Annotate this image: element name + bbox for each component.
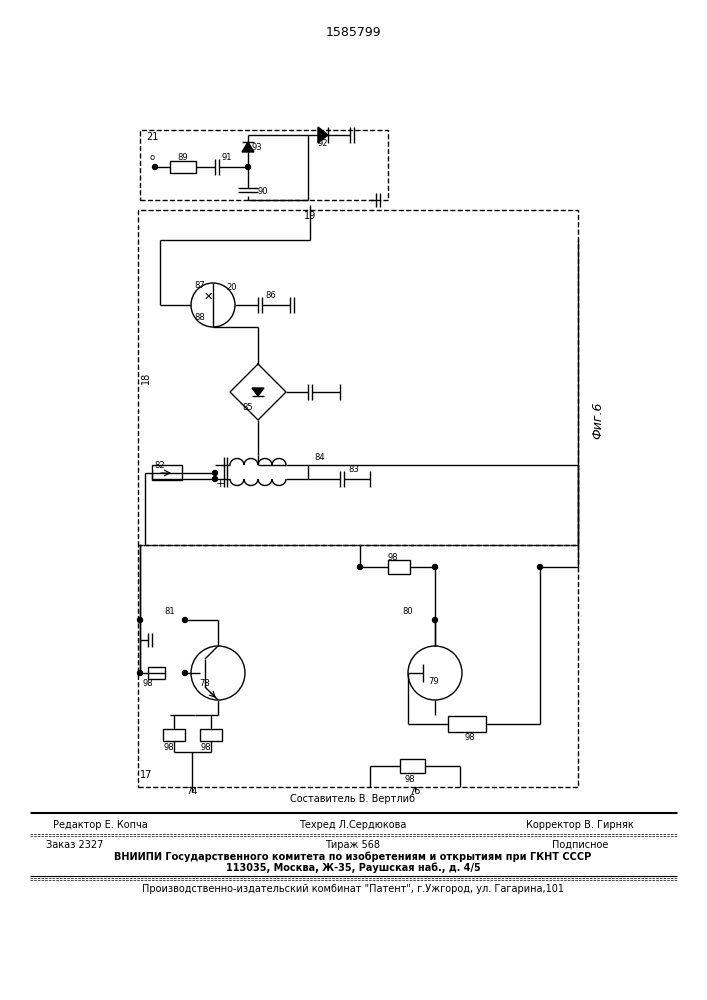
Text: 17: 17 (140, 770, 152, 780)
Text: 85: 85 (243, 402, 253, 412)
Circle shape (433, 617, 438, 622)
Text: 83: 83 (349, 466, 359, 475)
Text: Тираж 568: Тираж 568 (325, 840, 380, 850)
Text: 78: 78 (199, 680, 211, 688)
Bar (448, 716, 486, 732)
Circle shape (537, 564, 542, 570)
Circle shape (182, 670, 187, 676)
Text: 80: 80 (403, 607, 414, 616)
Bar (400, 759, 425, 773)
Text: Техред Л.Сердюкова: Техред Л.Сердюкова (299, 820, 407, 830)
Circle shape (213, 471, 218, 476)
Text: 98: 98 (464, 734, 475, 742)
Text: 84: 84 (315, 452, 325, 462)
Bar (148, 667, 165, 679)
Polygon shape (318, 127, 328, 143)
Text: 93: 93 (252, 143, 262, 152)
Bar (138, 210, 578, 545)
Polygon shape (230, 364, 286, 420)
Polygon shape (252, 388, 264, 396)
Text: Составитель В. Вертлиб: Составитель В. Вертлиб (291, 794, 416, 804)
Bar (140, 130, 388, 200)
Circle shape (245, 164, 250, 169)
Text: Производственно-издательский комбинат "Патент", г.Ужгород, ул. Гагарина,101: Производственно-издательский комбинат "П… (142, 884, 564, 894)
Text: 89: 89 (177, 152, 188, 161)
Text: 113035, Москва, Ж-35, Раушская наб., д. 4/5: 113035, Москва, Ж-35, Раушская наб., д. … (226, 863, 480, 873)
Text: 88: 88 (194, 314, 205, 322)
Text: 98: 98 (201, 742, 211, 752)
Text: 1585799: 1585799 (325, 25, 381, 38)
Circle shape (182, 617, 187, 622)
Circle shape (137, 617, 143, 622)
Text: 98: 98 (404, 774, 415, 784)
Circle shape (213, 477, 218, 482)
Text: +: + (216, 479, 225, 489)
Text: 98: 98 (164, 742, 175, 752)
Text: 90: 90 (258, 188, 268, 196)
Text: 87: 87 (194, 282, 205, 290)
Text: 98: 98 (143, 680, 153, 688)
Text: 98: 98 (387, 554, 398, 562)
Bar (152, 465, 182, 480)
Text: 20: 20 (227, 284, 238, 292)
Bar (170, 161, 196, 173)
Circle shape (153, 164, 158, 169)
Text: 81: 81 (165, 607, 175, 616)
Text: o: o (149, 152, 155, 161)
Circle shape (358, 564, 363, 570)
Bar (388, 560, 410, 574)
Polygon shape (242, 142, 254, 152)
Text: 19: 19 (304, 211, 316, 221)
Bar (163, 729, 185, 741)
Text: ВНИИПИ Государственного комитета по изобретениям и открытиям при ГКНТ СССР: ВНИИПИ Государственного комитета по изоб… (115, 852, 592, 862)
Text: Подписное: Подписное (551, 840, 608, 850)
Text: ✕: ✕ (204, 292, 213, 302)
Text: Корректор В. Гирняк: Корректор В. Гирняк (526, 820, 634, 830)
Text: 82: 82 (155, 460, 165, 470)
Bar (138, 545, 578, 787)
Text: 74: 74 (187, 788, 198, 796)
Text: 75: 75 (409, 788, 421, 796)
Text: Редактор Е. Копча: Редактор Е. Копча (52, 820, 147, 830)
Text: 86: 86 (266, 290, 276, 300)
Bar (200, 729, 222, 741)
Text: 18: 18 (141, 372, 151, 384)
Text: 91: 91 (222, 152, 233, 161)
Text: 21: 21 (146, 132, 158, 142)
Circle shape (137, 670, 143, 676)
Text: Фиг.6: Фиг.6 (592, 401, 604, 439)
Text: 79: 79 (428, 678, 439, 686)
Text: Заказ 2327: Заказ 2327 (47, 840, 104, 850)
Text: 92: 92 (317, 139, 328, 148)
Circle shape (433, 564, 438, 570)
